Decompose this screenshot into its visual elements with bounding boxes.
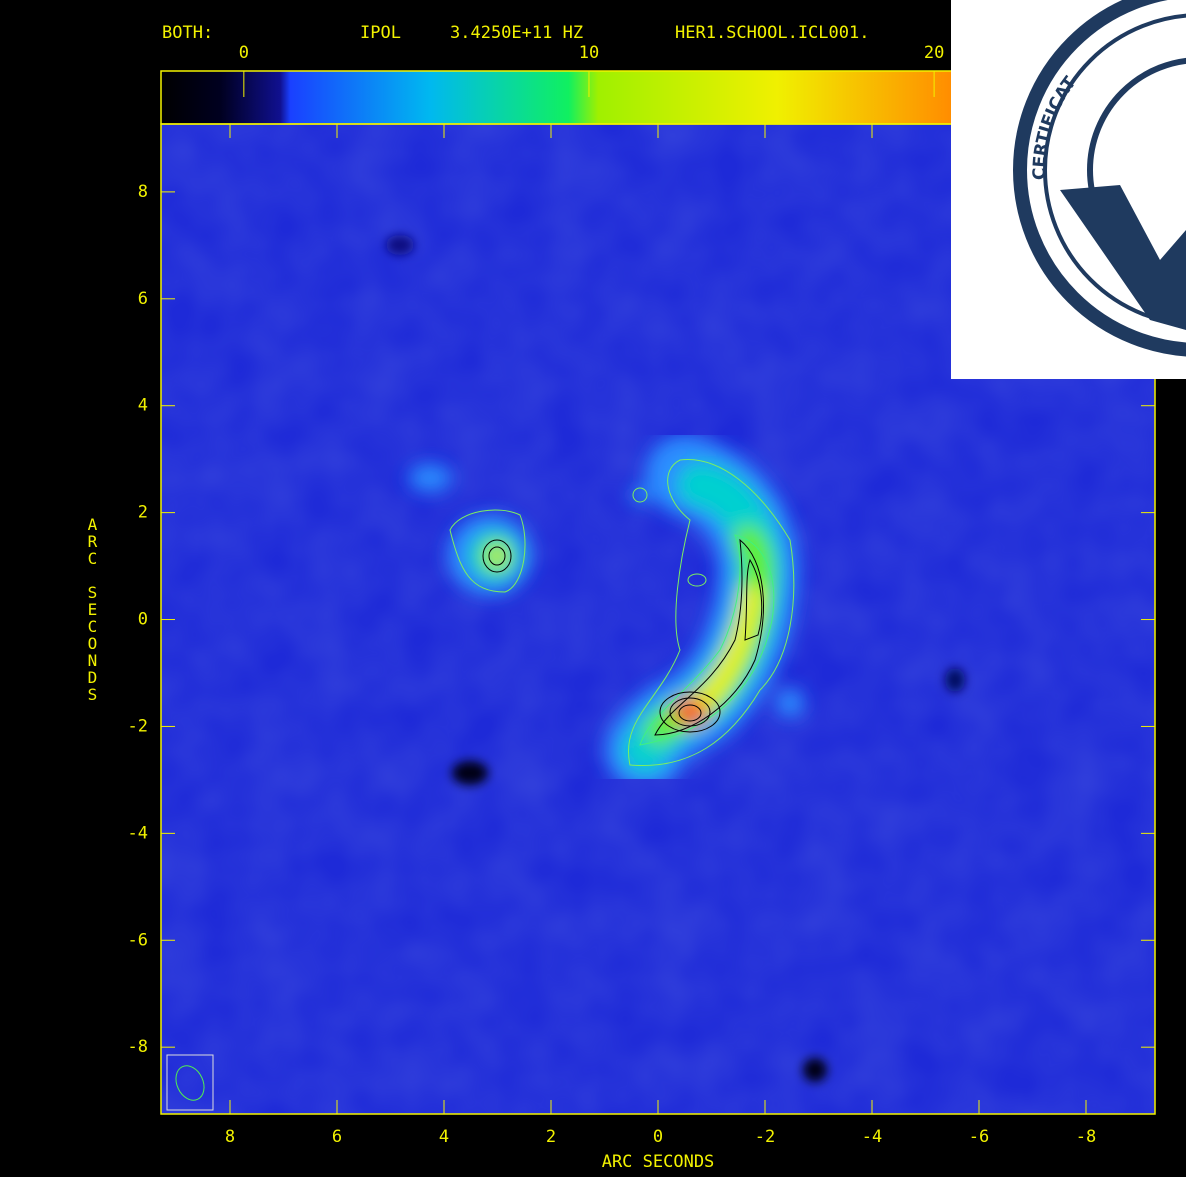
x-tick-label: 4 xyxy=(439,1127,449,1147)
x-tick-label: -6 xyxy=(969,1127,989,1147)
x-tick-label: -2 xyxy=(755,1127,775,1147)
colorbar-tick-label: 0 xyxy=(239,43,249,63)
y-tick-label: -4 xyxy=(128,823,148,843)
y-tick-label: -2 xyxy=(128,716,148,736)
x-axis-label: ARC SECONDS xyxy=(602,1152,715,1172)
header: IPOL xyxy=(360,23,401,43)
y-tick-label: 4 xyxy=(138,396,148,416)
x-tick-label: 8 xyxy=(225,1127,235,1147)
contours xyxy=(449,459,795,767)
y-tick-label: 0 xyxy=(138,610,148,630)
x-tick-label: 2 xyxy=(546,1127,556,1147)
title: BOTH: xyxy=(162,23,213,43)
y-tick-label: 6 xyxy=(138,289,148,309)
y-axis-label: ARC SECONDS xyxy=(83,515,102,702)
header: 3.4250E+11 HZ xyxy=(450,23,583,43)
beam xyxy=(166,1054,214,1111)
y-tick-label: -8 xyxy=(128,1037,148,1057)
watermark: CERTIFICAT xyxy=(951,0,1186,379)
header: HER1.SCHOOL.ICL001. xyxy=(675,23,869,43)
x-tick-label: -8 xyxy=(1076,1127,1096,1147)
y-tick-label: 2 xyxy=(138,503,148,523)
x-tick-label: 6 xyxy=(332,1127,342,1147)
y-tick-label: 8 xyxy=(138,182,148,202)
x-tick-label: -4 xyxy=(862,1127,882,1147)
y-tick-label: -6 xyxy=(128,930,148,950)
colorbar-tick-label: 10 xyxy=(579,43,599,63)
dark-spots xyxy=(386,235,965,1082)
colorbar-tick-label: 20 xyxy=(924,43,944,63)
x-tick-label: 0 xyxy=(653,1127,663,1147)
